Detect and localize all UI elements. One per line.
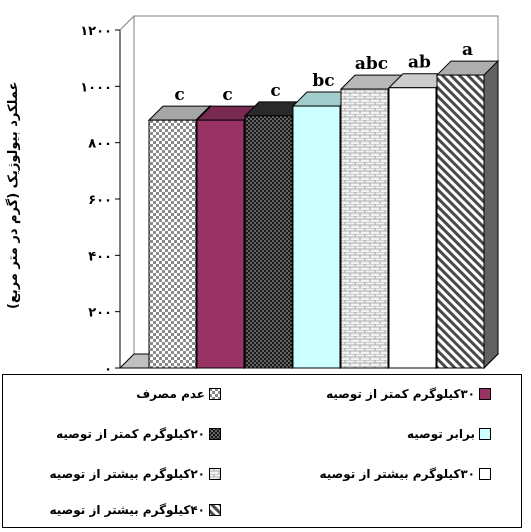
bar-labels: c c c bc abc ab a (174, 40, 473, 105)
bar-data-label: c (270, 81, 280, 101)
bar-data-label: ab (408, 53, 431, 73)
bar-front (340, 88, 389, 369)
legend-label: ۳۰کیلوگرم بیشتر از توصیه (319, 467, 475, 481)
y-axis: ۰ ۲۰۰ ۴۰۰ ۶۰۰ ۸۰۰ ۱۰۰۰ ۱۲۰۰ (80, 15, 135, 377)
y-tick-label: ۶۰۰ (88, 193, 112, 208)
bar-side (483, 59, 499, 370)
legend-swatch (479, 428, 491, 440)
bar-data-label: bc (312, 71, 334, 91)
bar-front (244, 115, 293, 369)
bar-data-label: c (174, 85, 184, 105)
legend-label: ۲۰کیلوگرم بیشتر از توصیه (49, 467, 205, 481)
y-axis-top-edge (119, 15, 135, 31)
legend-item: ۳۰کیلوگرم کمتر از توصیه (326, 385, 491, 403)
bar-front (196, 119, 245, 369)
legend-swatch (209, 388, 221, 400)
legend-swatch (209, 428, 221, 440)
y-tick-label: ۸۰۰ (88, 137, 112, 152)
bar-front (148, 119, 197, 369)
legend-item: عدم مصرف (136, 385, 221, 403)
legend-label: عدم مصرف (136, 387, 205, 401)
legend-label: ۳۰کیلوگرم کمتر از توصیه (326, 387, 475, 401)
legend-swatch (209, 504, 221, 516)
y-tick-label: ۱۲۰۰ (80, 24, 112, 39)
legend-item: ۲۰کیلوگرم کمتر از توصیه (56, 425, 221, 443)
y-tick-label: ۰ (104, 362, 112, 377)
legend: عدم مصرف ۳۰کیلوگرم کمتر از توصیه ۲۰کیلوگ… (2, 374, 522, 528)
legend-label: ۲۰کیلوگرم کمتر از توصیه (56, 427, 205, 441)
bars (147, 59, 500, 370)
y-tick-label: ۴۰۰ (88, 249, 112, 264)
bar-front (388, 87, 437, 369)
legend-item: ۴۰کیلوگرم بیشتر از توصیه (49, 501, 221, 519)
legend-swatch (479, 388, 491, 400)
bar-data-label: a (462, 40, 473, 60)
bar (435, 59, 500, 370)
bar-front (436, 74, 485, 369)
legend-swatch (479, 468, 491, 480)
legend-label: ۴۰کیلوگرم بیشتر از توصیه (49, 503, 205, 517)
y-tick-label: ۱۰۰۰ (80, 80, 112, 95)
y-axis-label: عملکرد بیولوژیک (گرم در متر مربع) (6, 81, 21, 309)
legend-label: برابر توصیه (406, 427, 475, 441)
legend-swatch (209, 468, 221, 480)
y-tick-label: ۲۰۰ (88, 306, 112, 321)
bar-data-label: c (222, 85, 232, 105)
legend-item: ۳۰کیلوگرم بیشتر از توصیه (319, 465, 491, 483)
legend-item: ۲۰کیلوگرم بیشتر از توصیه (49, 465, 221, 483)
legend-item: برابر توصیه (407, 425, 491, 443)
bar-front (292, 105, 341, 369)
bar-data-label: abc (355, 54, 388, 74)
